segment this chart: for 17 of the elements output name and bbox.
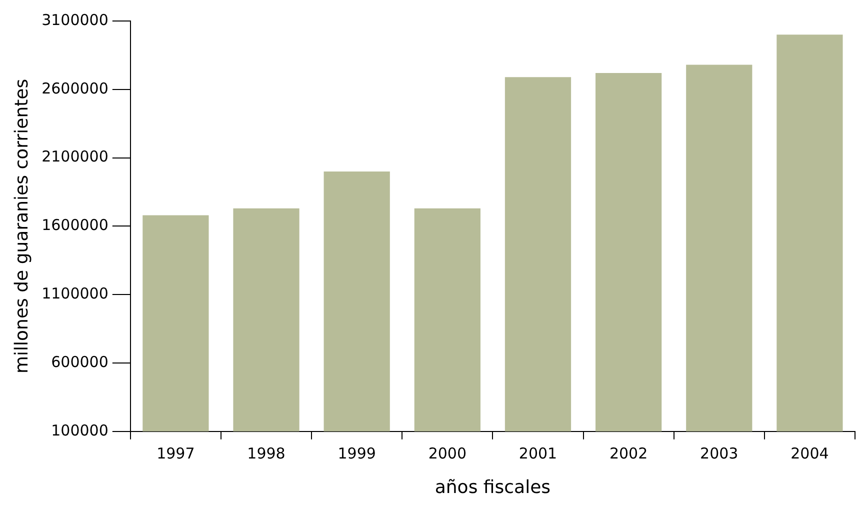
y-tick-label: 100000 [51,421,108,440]
x-tick-label: 1997 [156,444,195,462]
x-tick-label: 1998 [247,444,286,462]
y-tick-label: 1100000 [42,284,108,302]
y-tick-label: 600000 [51,352,108,371]
x-tick-label: 2001 [518,444,558,462]
y-tick-label: 3100000 [42,10,108,29]
y-axis-title: millones de guaranies corrientes [11,78,32,374]
y-tick-label: 2100000 [42,148,108,166]
x-tick-label: 1999 [338,444,376,462]
x-axis-title: años fiscales [434,476,551,498]
x-tick-label: 2002 [609,444,648,462]
y-tick-label: 1600000 [42,216,108,234]
x-tick-label: 2003 [700,444,738,462]
y-tick-label: 2600000 [42,79,108,98]
x-tick-label: 2000 [428,444,467,462]
x-tick-label: 2004 [790,444,829,462]
